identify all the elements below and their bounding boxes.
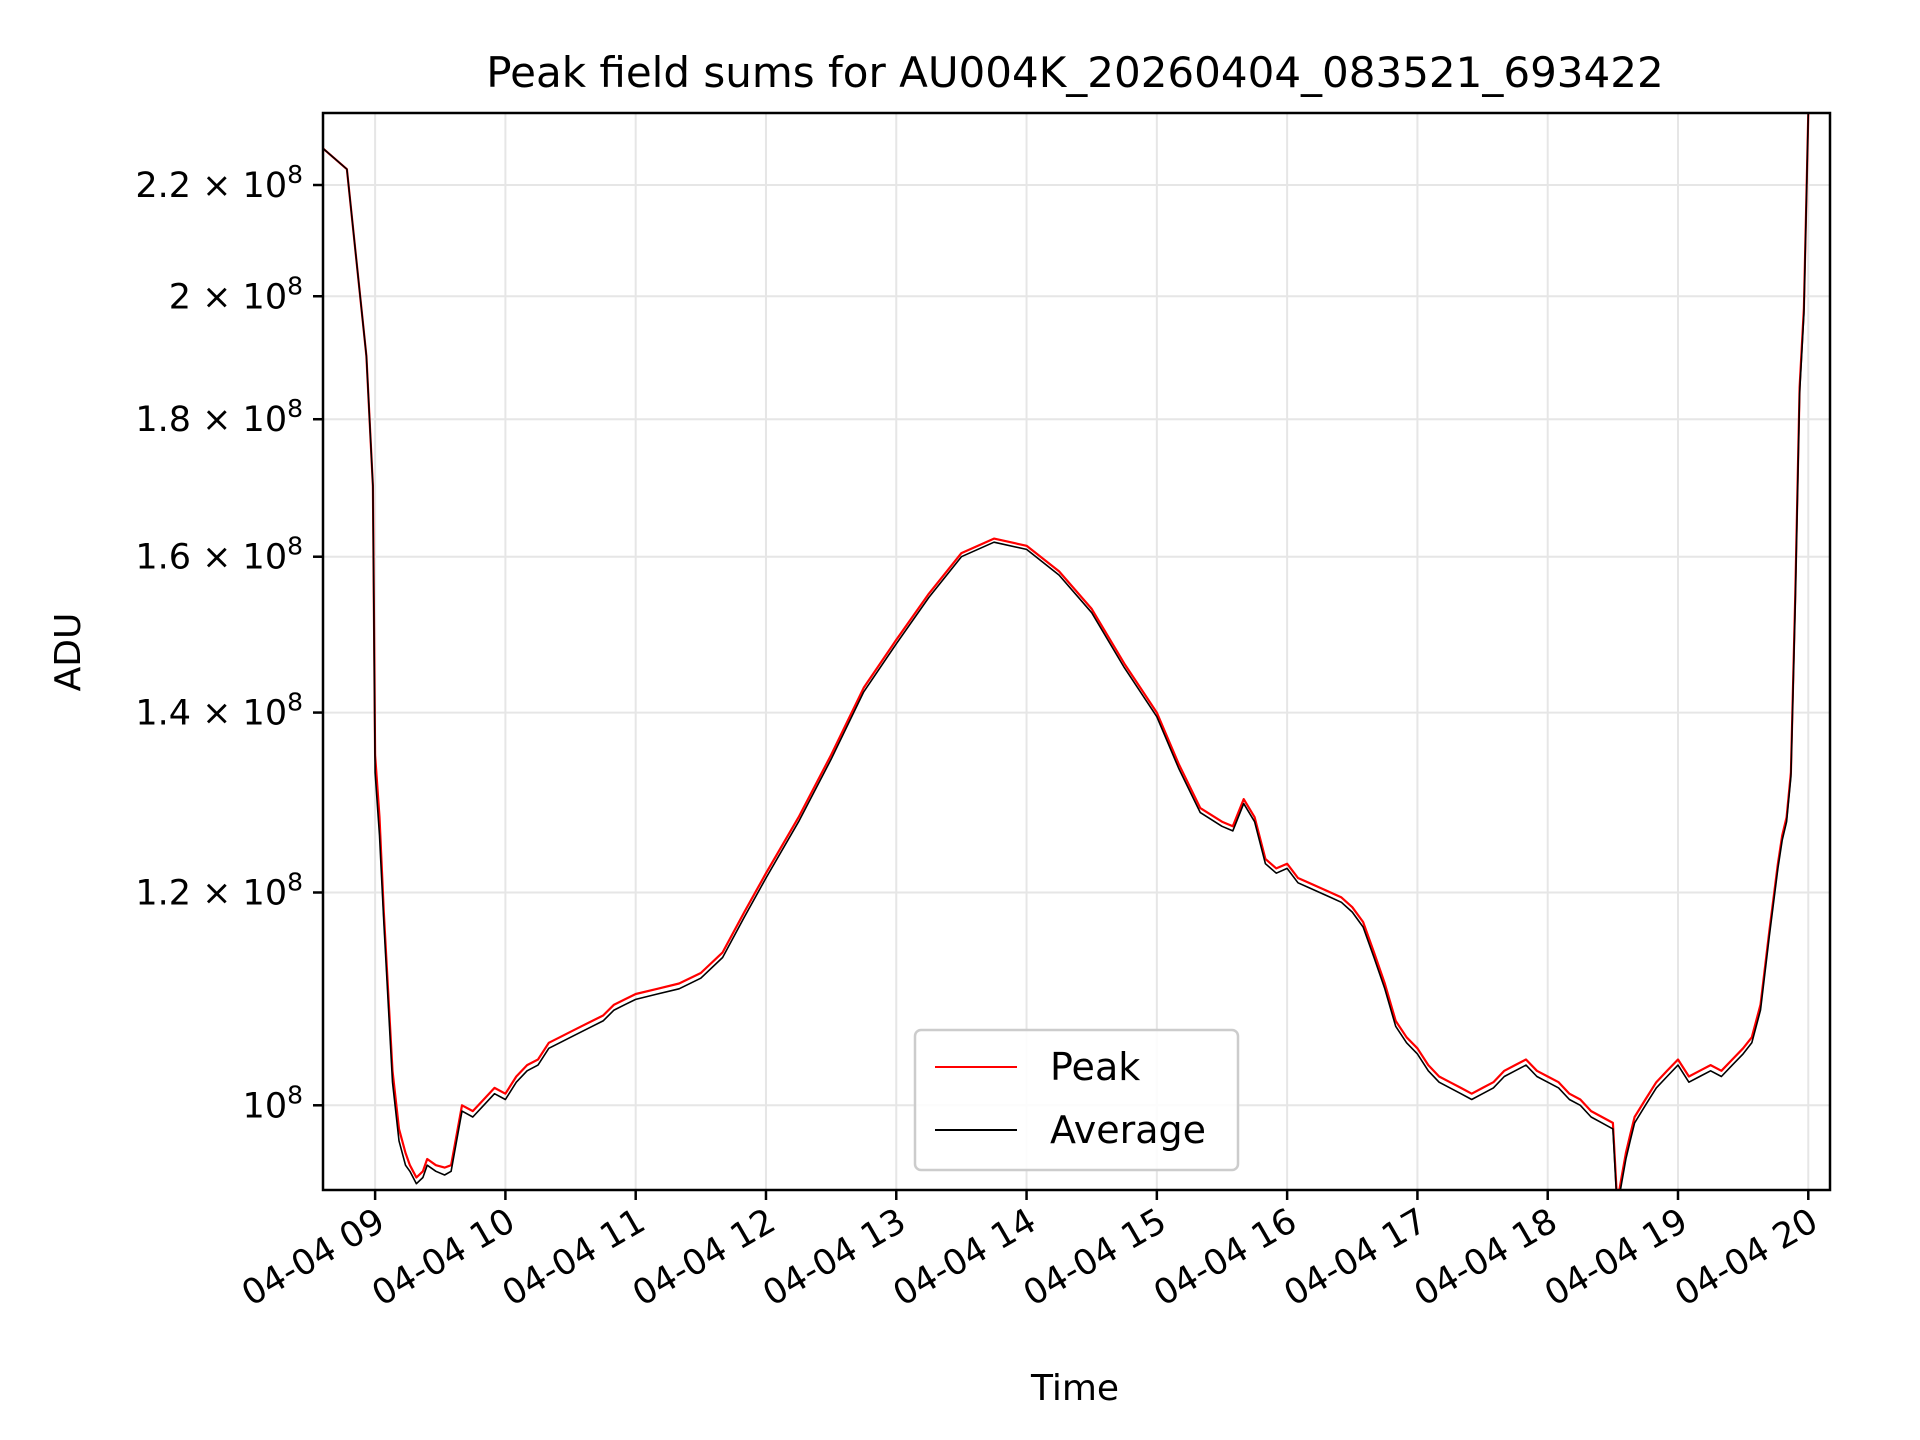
legend: Peak Average [913, 1028, 1240, 1172]
y-tick-label: 2.2 × 108 [135, 160, 303, 206]
chart-title: Peak field sums for AU004K_20260404_0835… [486, 48, 1663, 97]
y-axis-ticks: 108 1.2 × 108 1.4 × 108 1.6 × 108 1.8 × 108 2… [135, 160, 323, 1126]
y-tick-label: 1.8 × 108 [135, 394, 303, 440]
series-line-average [323, 113, 1810, 1190]
y-axis-label: ADU [48, 613, 89, 692]
y-tick-label: 2 × 108 [169, 271, 303, 317]
y-tick-label: 1.4 × 108 [135, 688, 303, 734]
plot-frame [321, 111, 1832, 1192]
y-tick-label: 108 [243, 1080, 303, 1126]
y-tick-label: 1.2 × 108 [135, 867, 303, 913]
data-series [323, 113, 1810, 1190]
y-tick-label: 1.6 × 108 [135, 532, 303, 578]
legend-label-peak: Peak [1050, 1045, 1140, 1089]
series-line-peak [323, 113, 1810, 1190]
legend-label-average: Average [1050, 1108, 1206, 1152]
legend-box [913, 1028, 1240, 1172]
x-axis-label: Time [1030, 1368, 1119, 1409]
